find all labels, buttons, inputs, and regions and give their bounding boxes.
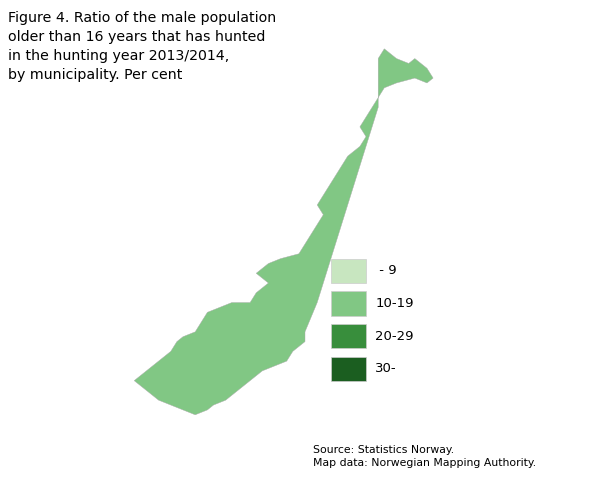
Text: 30-: 30- [375,363,396,375]
Text: 20-29: 20-29 [375,330,414,343]
Text: 10-19: 10-19 [375,297,414,310]
Text: - 9: - 9 [375,264,396,277]
Polygon shape [134,49,433,415]
Bar [331,259,366,283]
Text: Figure 4. Ratio of the male population
older than 16 years that has hunted
in th: Figure 4. Ratio of the male population o… [8,11,276,81]
Bar [331,324,366,348]
Text: Source: Statistics Norway.
Map data: Norwegian Mapping Authority.: Source: Statistics Norway. Map data: Nor… [313,445,536,468]
Bar [331,357,366,381]
Bar [331,291,366,316]
